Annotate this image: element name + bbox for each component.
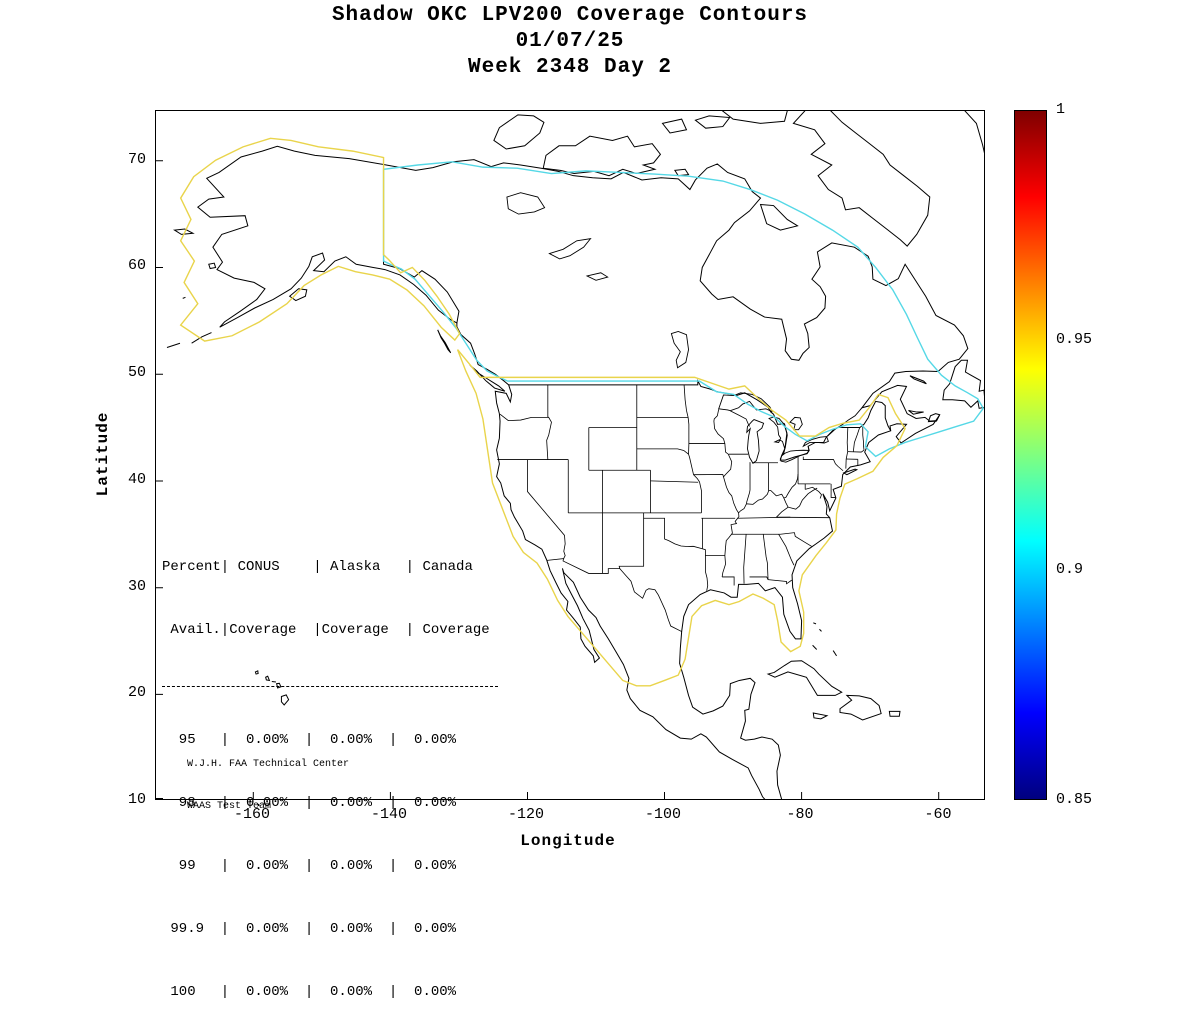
north-america-map xyxy=(156,111,984,799)
y-tick-70: 70 xyxy=(127,151,146,168)
y-tick-10: 10 xyxy=(127,791,146,808)
coverage-contour-90-canada xyxy=(384,162,984,457)
credit-line-1: W.J.H. FAA Technical Center xyxy=(187,759,350,770)
coverage-row-98: 98 | 0.00% | 0.00% | 0.00% xyxy=(162,795,457,811)
colorbar-tick-09: 0.9 xyxy=(1056,561,1084,578)
title-line-1: Shadow OKC LPV200 Coverage Contours xyxy=(331,4,809,27)
colorbar-tick-1: 1 xyxy=(1056,101,1066,118)
y-tick-60: 60 xyxy=(127,257,146,274)
coverage-row-99: 99 | 0.00% | 0.00% | 0.00% xyxy=(162,858,457,874)
axis-tick-marks xyxy=(156,161,939,799)
y-tick-30: 30 xyxy=(127,578,146,595)
coverage-table-header-2: Avail.|Coverage |Coverage | Coverage xyxy=(162,622,490,638)
x-tick-140: -140 xyxy=(370,806,407,823)
colorbar-gradient xyxy=(1014,110,1047,800)
colorbar-tick-085: 0.85 xyxy=(1056,791,1093,808)
x-tick-120: -120 xyxy=(507,806,544,823)
x-tick-80: -80 xyxy=(786,806,814,823)
colorbar-tick-095: 0.95 xyxy=(1056,331,1093,348)
x-tick-60: -60 xyxy=(924,806,952,823)
x-tick-160: -160 xyxy=(233,806,270,823)
y-axis-label: Latitude xyxy=(94,411,112,497)
coverage-row-100: 100 | 0.00% | 0.00% | 0.00% xyxy=(162,984,457,1000)
title-line-3: Week 2348 Day 2 xyxy=(467,56,673,79)
x-tick-100: -100 xyxy=(644,806,681,823)
y-tick-50: 50 xyxy=(127,364,146,381)
state-borders xyxy=(497,385,864,632)
lakes xyxy=(507,193,862,464)
coverage-row-95: 95 | 0.00% | 0.00% | 0.00% xyxy=(162,732,457,748)
y-tick-40: 40 xyxy=(127,471,146,488)
table-divider xyxy=(162,686,498,687)
credit-block: W.J.H. FAA Technical Center WAAS Test Te… xyxy=(187,730,349,828)
figure-window: { "title": { "line1": "Shadow OKC LPV200… xyxy=(94,3,1093,1000)
x-axis-label: Longitude xyxy=(520,832,616,850)
credit-line-2: WAAS Test Team xyxy=(187,801,272,812)
coverage-contour-95-alaska-conus xyxy=(181,138,905,685)
coverage-table-header-1: Percent| CONUS | Alaska | Canada xyxy=(162,559,473,575)
title-line-2: 01/07/25 xyxy=(515,30,625,53)
coverage-row-999: 99.9 | 0.00% | 0.00% | 0.00% xyxy=(162,921,457,937)
figure-title: Shadow OKC LPV200 Coverage Contours 01/0… xyxy=(155,3,985,81)
y-tick-20: 20 xyxy=(127,684,146,701)
plot-area xyxy=(155,110,985,800)
